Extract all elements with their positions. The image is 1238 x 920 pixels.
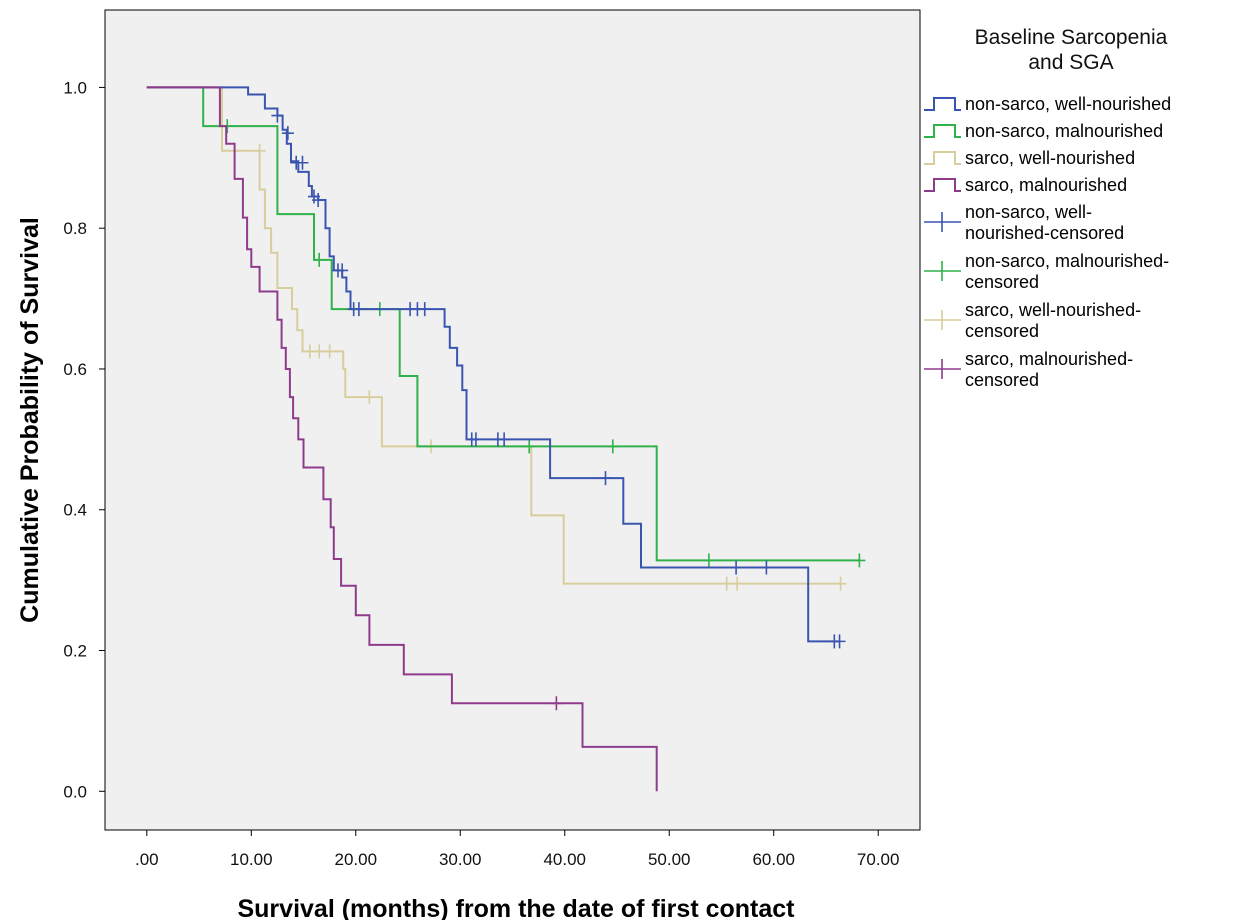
- x-axis-title: Survival (months) from the date of first…: [237, 895, 795, 920]
- plot-background: [105, 10, 920, 830]
- censor-mark-non-sarco-well-nourished: [271, 108, 284, 123]
- censor-mark-non-sarco-well-nourished: [418, 302, 431, 317]
- x-tick-label: 70.00: [857, 850, 900, 869]
- censor-mark-non-sarco-well-nourished: [352, 302, 365, 317]
- censor-mark-sarco-well-nourished: [253, 143, 266, 158]
- censor-mark-non-sarco-well-nourished: [730, 560, 743, 575]
- legend-swatch-censor: [924, 359, 961, 379]
- censor-mark-sarco-well-nourished: [834, 576, 847, 591]
- y-tick-label: 0.0: [63, 782, 87, 801]
- censor-mark-sarco-well-nourished: [731, 576, 744, 591]
- censor-mark-non-sarco-malnourished: [523, 439, 536, 454]
- legend: Baseline Sarcopenia and SGA non-sarco, wel…: [924, 26, 1171, 390]
- legend-entry-label: non-sarco, well-nourished: [965, 94, 1171, 114]
- y-tick-label: 0.6: [63, 360, 87, 379]
- censor-mark-non-sarco-malnourished: [702, 553, 715, 568]
- censor-mark-sarco-well-nourished: [720, 576, 733, 591]
- legend-entry-line: nourished-censored: [965, 223, 1124, 243]
- censor-mark-sarco-malnourished: [550, 696, 563, 711]
- legend-swatch-curve: [924, 178, 961, 192]
- legend-entry-label: non-sarco, malnourished: [965, 121, 1163, 141]
- legend-entry-line: non-sarco, malnourished: [965, 121, 1163, 141]
- legend-swatch-curve: [924, 124, 961, 138]
- legend-swatch-curve: [924, 97, 961, 111]
- censor-mark-non-sarco-well-nourished: [833, 634, 846, 649]
- legend-swatch-censor: [924, 261, 961, 281]
- censor-mark-non-sarco-well-nourished: [760, 560, 773, 575]
- legend-swatch-censor: [924, 310, 961, 330]
- legend-entry-label: non-sarco, malnourished-censored: [965, 251, 1169, 292]
- censor-mark-sarco-well-nourished: [363, 390, 376, 405]
- legend-title-line: and SGA: [1028, 51, 1113, 74]
- plot-frame: [104, 9, 921, 831]
- legend-entry-line: censored: [965, 321, 1039, 341]
- censor-mark-non-sarco-well-nourished: [312, 193, 325, 208]
- legend-entry-label: sarco, well-nourished: [965, 148, 1135, 168]
- survival-curve-non-sarco-malnourished: [146, 86, 860, 562]
- x-tick-label: .00: [135, 850, 159, 869]
- censor-mark-non-sarco-malnourished: [853, 553, 866, 568]
- legend-entry-line: sarco, malnourished: [965, 175, 1127, 195]
- y-tick-label: 0.4: [63, 501, 87, 520]
- legend-entry-line: non-sarco, well-nourished: [965, 94, 1171, 114]
- y-tick-label: 0.2: [63, 642, 87, 661]
- legend-entry-line: non-sarco, well-: [965, 202, 1092, 222]
- legend-title-line: Baseline Sarcopenia: [975, 26, 1168, 49]
- legend-entry-label: sarco, malnourished-censored: [965, 349, 1133, 390]
- x-tick-label: 60.00: [752, 850, 795, 869]
- legend-swatch-censor: [924, 212, 961, 232]
- legend-entry-line: censored: [965, 370, 1039, 390]
- y-axis: 0.0 0.2 0.4 0.6 0.8 1.0: [63, 78, 105, 801]
- series-layer: [146, 86, 866, 792]
- legend-entry-label: non-sarco, well-nourished-censored: [965, 202, 1124, 243]
- x-tick-label: 30.00: [439, 850, 482, 869]
- y-tick-label: 1.0: [63, 78, 87, 97]
- survival-curve-sarco-malnourished: [146, 86, 658, 792]
- legend-title: Baseline Sarcopenia and SGA: [975, 26, 1168, 74]
- censor-mark-non-sarco-malnourished: [606, 439, 619, 454]
- legend-entry-line: sarco, malnourished-: [965, 349, 1133, 369]
- censor-mark-non-sarco-well-nourished: [296, 155, 309, 170]
- y-tick-label: 0.8: [63, 219, 87, 238]
- x-axis: .00 10.00 20.00 30.00 40.00 50.00 60.00 70.00: [135, 830, 900, 869]
- x-tick-label: 20.00: [334, 850, 377, 869]
- censor-mark-sarco-well-nourished: [323, 344, 336, 359]
- x-tick-label: 50.00: [648, 850, 691, 869]
- censor-mark-non-sarco-well-nourished: [599, 471, 612, 486]
- y-axis-title: Cumulative Probability of Survival: [16, 217, 44, 623]
- legend-entry-line: censored: [965, 272, 1039, 292]
- legend-entry-line: sarco, well-nourished: [965, 148, 1135, 168]
- x-tick-label: 10.00: [230, 850, 273, 869]
- censor-mark-sarco-well-nourished: [313, 344, 326, 359]
- x-tick-label: 40.00: [543, 850, 586, 869]
- legend-swatch-curve: [924, 151, 961, 165]
- censor-mark-non-sarco-well-nourished: [336, 263, 349, 278]
- legend-entry-label: sarco, malnourished: [965, 175, 1127, 195]
- legend-entry-label: sarco, well-nourished-censored: [965, 300, 1141, 341]
- legend-entry-line: sarco, well-nourished-: [965, 300, 1141, 320]
- censor-mark-non-sarco-well-nourished: [469, 432, 482, 447]
- censor-mark-non-sarco-malnourished: [313, 252, 326, 267]
- censor-mark-non-sarco-well-nourished: [498, 432, 511, 447]
- censor-mark-non-sarco-well-nourished: [281, 126, 294, 141]
- legend-entry-line: non-sarco, malnourished-: [965, 251, 1169, 271]
